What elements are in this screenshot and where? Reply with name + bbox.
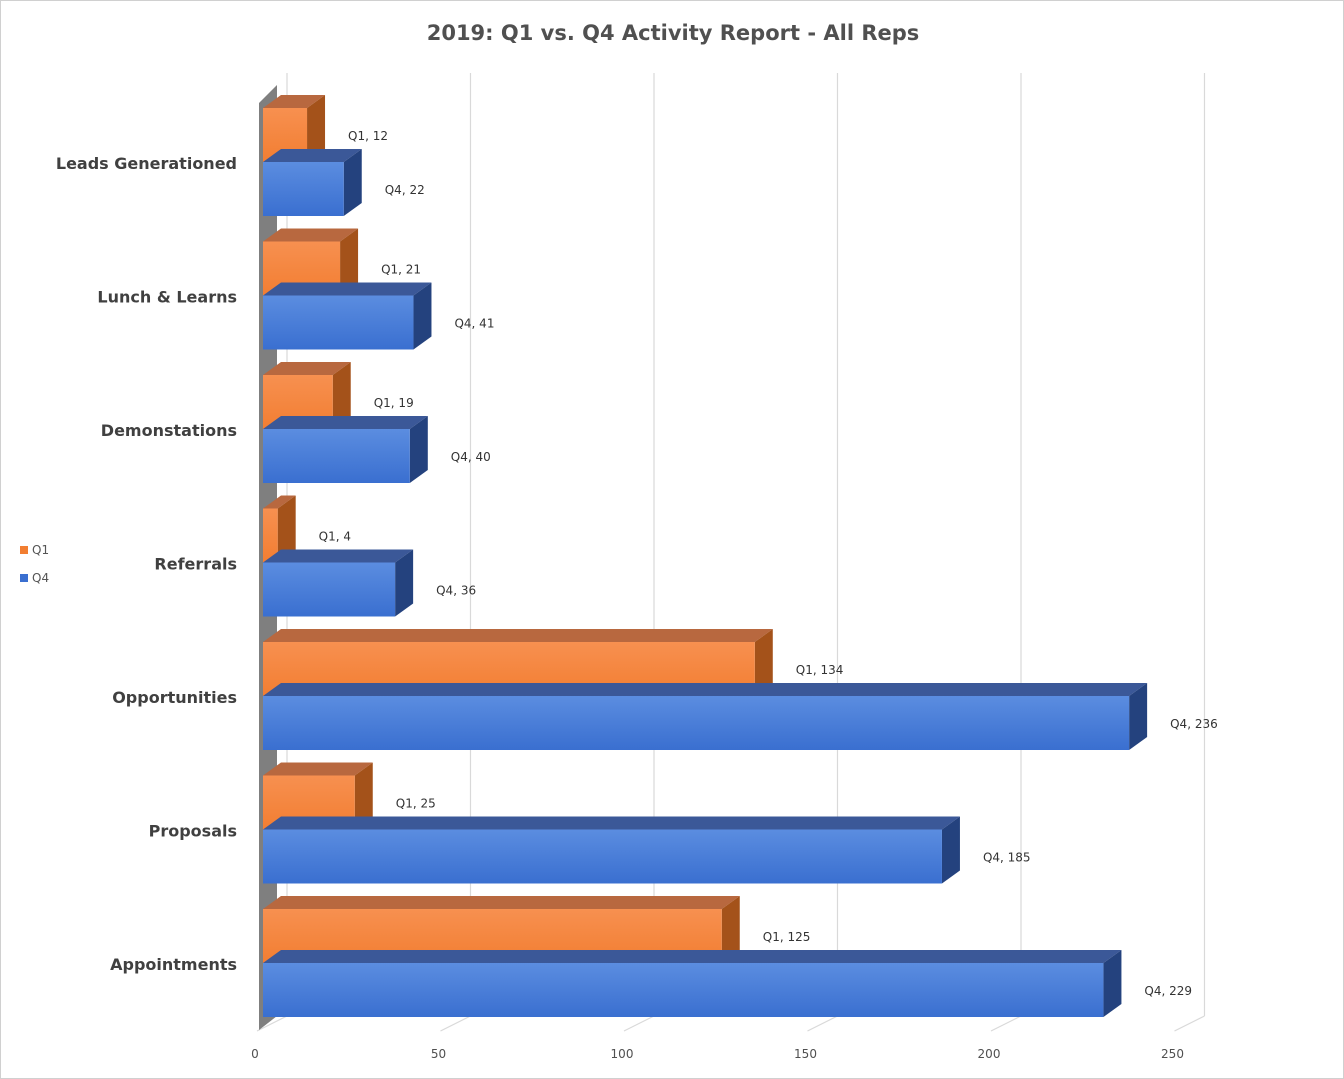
x-tick-label-200: 200 [978, 1047, 1001, 1061]
bar-demonstations-q1-side [332, 362, 351, 429]
bar-referrals-q1-front [263, 508, 278, 563]
data-label-opportunities-q4: Q4, 236 [1170, 717, 1218, 731]
category-label-demonstations: Demonstations [101, 421, 237, 440]
floor-line-150 [807, 1015, 838, 1032]
data-label-referrals-q4: Q4, 36 [436, 584, 476, 598]
legend-label-q1: Q1 [32, 543, 49, 557]
bar-lunch-and-learns-q1-side [340, 228, 359, 296]
data-label-referrals-q1: Q1, 4 [319, 530, 351, 544]
floor-line-200 [990, 1015, 1022, 1032]
bar-appointments-q1-top [263, 896, 740, 909]
x-tick-label-150: 150 [794, 1047, 817, 1061]
floor-line-100 [623, 1015, 655, 1032]
bar-lunch-and-learns-q4-top [263, 282, 432, 296]
data-label-lunch-and-learns-q1: Q1, 21 [381, 263, 421, 277]
bar-proposals-q4-top [263, 816, 960, 830]
bar-opportunities-q4-front [263, 696, 1130, 750]
bar-lunch-and-learns-q4-side [413, 282, 432, 350]
data-label-appointments-q1: Q1, 125 [763, 930, 811, 944]
category-label-appointments: Appointments [110, 955, 237, 974]
bar-leads-generationed-q4-top [263, 149, 362, 162]
bar-leads-generationed-q1-side [307, 95, 326, 162]
data-label-proposals-q4: Q4, 185 [983, 851, 1031, 865]
data-label-proposals-q1: Q1, 25 [396, 797, 436, 811]
x-axis-ticks: 0 50 100 150 200 250 [251, 1047, 1184, 1061]
data-label-demonstations-q1: Q1, 19 [374, 396, 414, 410]
bar-appointments-q4-front [263, 963, 1104, 1017]
category-label-proposals: Proposals [149, 822, 237, 841]
legend-swatch-q1 [20, 546, 28, 554]
category-labels: Leads Generationed Lunch & Learns Demonsta… [56, 154, 237, 974]
bar-referrals-q4-front [263, 562, 396, 617]
data-label-appointments-q4: Q4, 229 [1144, 984, 1192, 998]
bar-leads-generationed-q4 [263, 149, 362, 216]
floor-line-50 [440, 1015, 471, 1032]
floor-line-250 [1174, 1015, 1205, 1032]
bar-proposals-q1-top [263, 762, 373, 776]
x-tick-label-50: 50 [431, 1047, 446, 1061]
data-labels: Q1, 12 Q4, 22 Q1, 21 Q4, 41 Q1, 19 Q4, 40 Q1, … [319, 129, 1218, 998]
bar-leads-generationed-q4-side [343, 149, 362, 216]
legend: Q1 Q4 [20, 543, 49, 585]
floor-line-0 [256, 1015, 288, 1032]
bar-appointments-q4-top [263, 950, 1122, 963]
bar-leads-generationed-q1-top [263, 95, 326, 108]
bar-demonstations-q4-top [263, 416, 428, 429]
bars [263, 95, 1148, 1017]
bar-opportunities-q4-top [263, 683, 1148, 696]
bar-referrals-q1 [263, 495, 296, 563]
bar-referrals-q1-top [263, 495, 296, 509]
bar-leads-generationed-q4-front [263, 162, 344, 216]
data-label-leads-generationed-q4: Q4, 22 [385, 183, 425, 197]
bar-referrals-q1-side [277, 495, 296, 563]
bar-appointments-q1-side [721, 896, 740, 963]
bar-proposals-q1-side [354, 762, 373, 830]
bar-demonstations-q1-top [263, 362, 351, 375]
bar-opportunities-q4 [263, 683, 1148, 750]
x-tick-label-0: 0 [251, 1047, 259, 1061]
category-label-referrals: Referrals [154, 555, 237, 574]
bar-referrals-q4-top [263, 549, 414, 563]
bar-proposals-q4-front [263, 829, 942, 884]
x-tick-label-100: 100 [611, 1047, 634, 1061]
bar-appointments-q4-side [1103, 950, 1122, 1017]
x-tick-label-250: 250 [1161, 1047, 1184, 1061]
legend-swatch-q4 [20, 574, 28, 582]
bar-referrals-q4 [263, 549, 414, 617]
data-label-leads-generationed-q1: Q1, 12 [348, 129, 388, 143]
category-label-lunch-and-learns: Lunch & Learns [97, 288, 237, 307]
bar-demonstations-q4-front [263, 429, 410, 483]
data-label-demonstations-q4: Q4, 40 [451, 450, 491, 464]
bar-opportunities-q1-side [754, 629, 773, 696]
bar-opportunities-q4-side [1129, 683, 1148, 750]
gridlines [256, 73, 1206, 1032]
bar-proposals-q4-side [941, 816, 960, 884]
bar-opportunities-q1-top [263, 629, 773, 642]
bar-lunch-and-learns-q1-top [263, 228, 359, 242]
bar-demonstations-q4 [263, 416, 428, 483]
bar-proposals-q4 [263, 816, 960, 884]
bar-referrals-q4-side [395, 549, 414, 617]
bar-appointments-q4 [263, 950, 1122, 1017]
chart-title: 2019: Q1 vs. Q4 Activity Report - All Re… [427, 21, 920, 45]
legend-label-q4: Q4 [32, 571, 49, 585]
bar-lunch-and-learns-q4-front [263, 295, 414, 350]
bar-demonstations-q4-side [409, 416, 428, 483]
category-label-leads-generationed: Leads Generationed [56, 154, 237, 173]
bar-lunch-and-learns-q4 [263, 282, 432, 350]
data-label-opportunities-q1: Q1, 134 [796, 663, 844, 677]
data-label-lunch-and-learns-q4: Q4, 41 [454, 317, 494, 331]
category-label-opportunities: Opportunities [112, 688, 237, 707]
